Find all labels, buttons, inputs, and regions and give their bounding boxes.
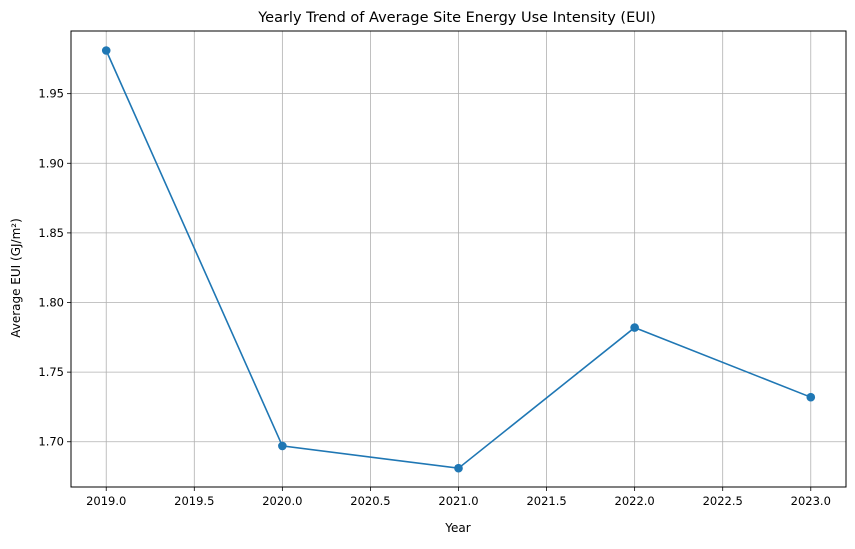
x-tick-label: 2022.0 <box>615 494 655 508</box>
axis-ticks: 2019.0 2019.5 2020.0 2020.5 2021.0 2021.5 2022… <box>38 87 831 508</box>
chart-title: Yearly Trend of Average Site Energy Use … <box>257 10 656 26</box>
y-tick-label: 1.70 <box>38 435 64 449</box>
x-axis-label: Year <box>444 521 470 535</box>
series-layer <box>101 46 816 473</box>
data-point-marker <box>806 392 816 402</box>
y-tick-label: 1.95 <box>38 87 64 101</box>
y-tick-label: 1.90 <box>38 156 64 170</box>
x-tick-label: 2021.5 <box>526 494 566 508</box>
x-tick-label: 2023.0 <box>791 494 831 508</box>
y-tick-label: 1.85 <box>38 226 64 240</box>
grid-lines <box>71 31 846 487</box>
data-point-marker <box>630 323 639 332</box>
y-tick-label: 1.75 <box>38 365 64 379</box>
x-tick-label: 2020.5 <box>350 494 390 508</box>
y-tick-label: 1.80 <box>38 296 64 310</box>
x-tick-label: 2020.0 <box>262 494 302 508</box>
x-tick-label: 2019.0 <box>86 494 126 508</box>
x-tick-label: 2022.5 <box>703 494 743 508</box>
x-tick-label: 2019.5 <box>174 494 214 508</box>
x-tick-label: 2021.0 <box>438 494 478 508</box>
data-point-marker <box>454 463 463 473</box>
data-point-marker <box>101 46 111 55</box>
y-axis-label: Average EUI (GJ/m²) <box>9 218 23 338</box>
data-point-marker <box>278 441 287 451</box>
